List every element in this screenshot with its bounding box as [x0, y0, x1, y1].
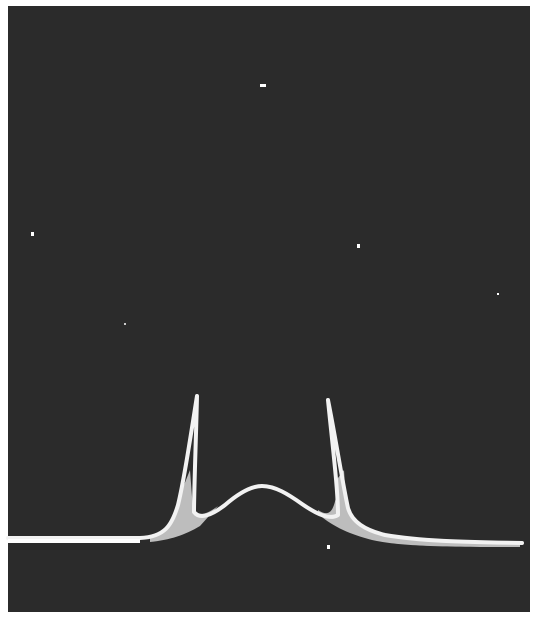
- speck: [357, 244, 360, 248]
- screen: [8, 6, 530, 612]
- speck: [124, 323, 126, 325]
- speck: [497, 293, 499, 295]
- trace: [6, 394, 524, 545]
- trace-glow: [150, 470, 218, 542]
- speck: [260, 84, 266, 87]
- speck: [31, 232, 34, 236]
- speck: [327, 545, 330, 549]
